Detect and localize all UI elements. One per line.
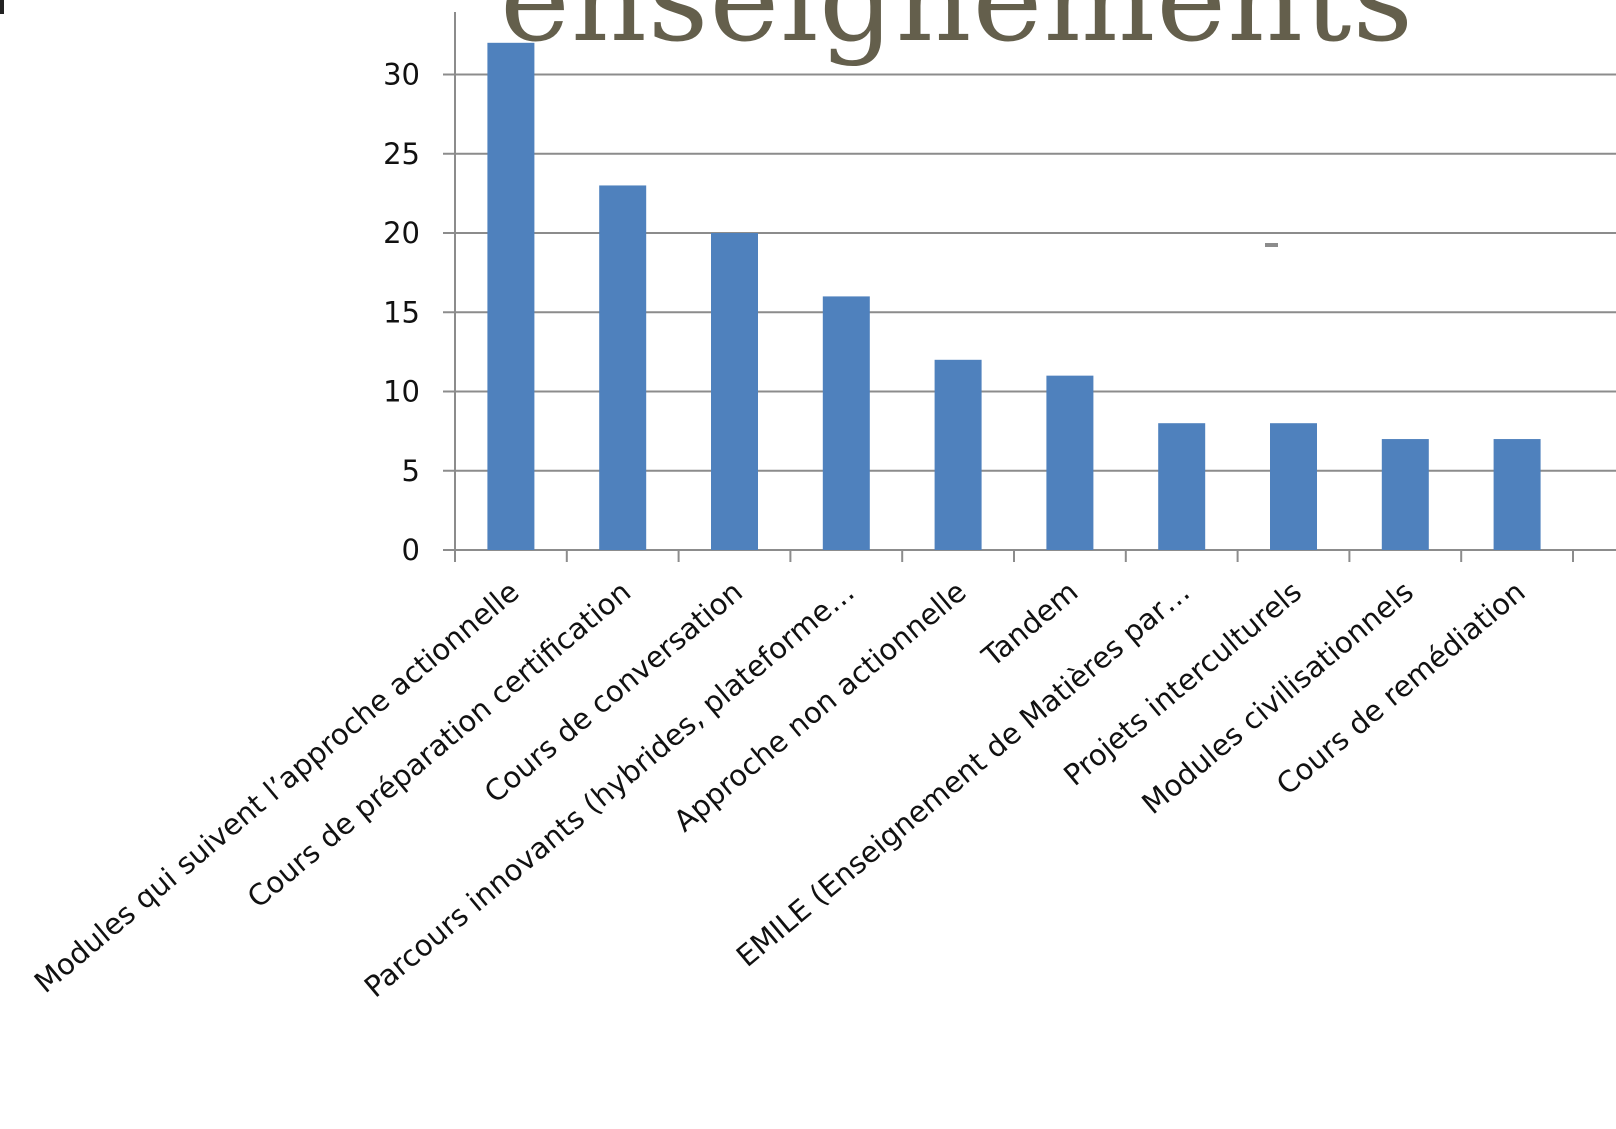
bar: [487, 42, 535, 551]
y-tick-label: 30: [383, 58, 420, 92]
y-tick-label: 5: [402, 454, 420, 488]
y-tick-label: 15: [383, 295, 420, 329]
bar: [934, 359, 982, 550]
y-tick-label: 25: [383, 137, 420, 171]
category-label: Tandem: [975, 574, 1085, 674]
dash-mark: [1265, 243, 1278, 247]
bar: [1493, 439, 1541, 550]
y-tick-label: 10: [383, 375, 420, 409]
bar: [1158, 423, 1206, 550]
y-tick-label: 0: [402, 533, 420, 567]
bar: [711, 233, 758, 550]
bar: [1046, 375, 1094, 550]
bar: [599, 185, 647, 550]
bar: [1270, 423, 1317, 550]
bar: [822, 296, 870, 550]
page-title: enseignements: [500, 0, 1414, 58]
corner-mark: [0, 0, 4, 14]
y-tick-label: 20: [383, 216, 420, 250]
bar: [1381, 439, 1429, 550]
